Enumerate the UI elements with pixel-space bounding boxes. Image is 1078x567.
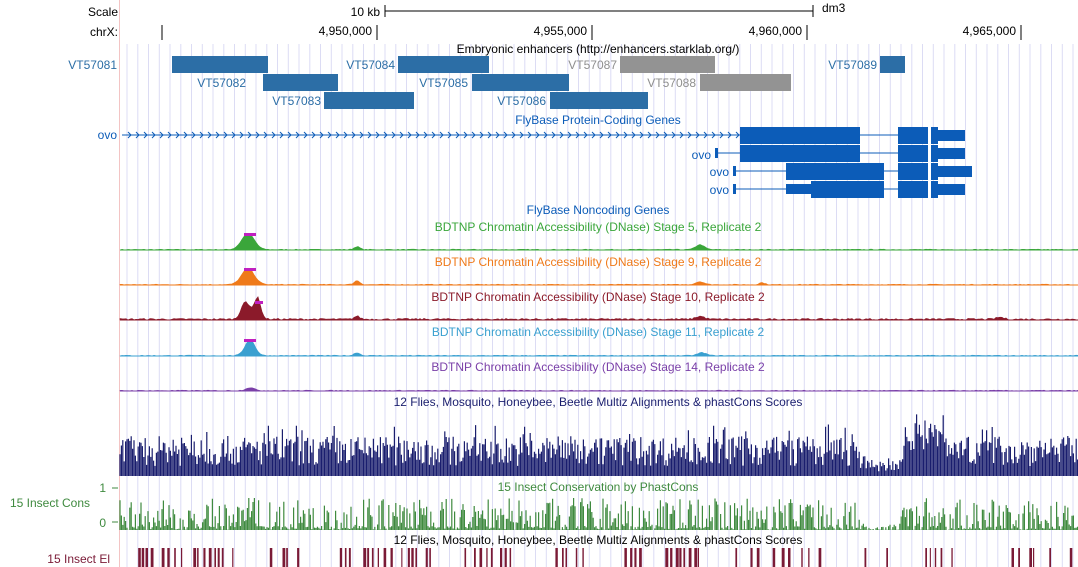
gene-label-ovo-1[interactable]: ovo bbox=[98, 128, 118, 142]
genes-track-title[interactable]: FlyBase Protein-Coding Genes bbox=[515, 113, 680, 127]
assembly-label: dm3 bbox=[822, 1, 846, 15]
gene-label-ovo-4[interactable]: ovo bbox=[710, 183, 730, 197]
ruler-coord-3: 4,960,000 bbox=[749, 24, 803, 38]
conservation-signal[interactable] bbox=[119, 498, 1078, 530]
multiz-signal[interactable] bbox=[119, 414, 1078, 476]
gene-model-ovo-2[interactable] bbox=[715, 145, 965, 162]
scale-label: Scale bbox=[88, 5, 118, 19]
enhancer-label-vt57086[interactable]: VT57086 bbox=[497, 94, 546, 108]
conservation-ymax: 1 bbox=[99, 481, 106, 495]
enhancer-features[interactable] bbox=[172, 56, 905, 109]
ruler-coord-1: 4,950,000 bbox=[319, 24, 373, 38]
enhancer-block-vt57089[interactable] bbox=[880, 56, 905, 73]
noncoding-track-title[interactable]: FlyBase Noncoding Genes bbox=[527, 203, 670, 217]
elements-track-title[interactable]: 12 Flies, Mosquito, Honeybee, Beetle Mul… bbox=[394, 533, 803, 547]
dnase-stage14-signal[interactable] bbox=[119, 387, 1078, 392]
dnase-stage11-signal[interactable] bbox=[119, 339, 1078, 357]
enhancer-label-vt57081[interactable]: VT57081 bbox=[68, 58, 117, 72]
ruler-ticks bbox=[161, 25, 1022, 40]
dnase-stage10-signal[interactable] bbox=[119, 296, 1078, 321]
ruler-coord-4: 4,965,000 bbox=[963, 24, 1017, 38]
conservation-side-label[interactable]: 15 Insect Cons bbox=[10, 496, 90, 510]
enhancer-block-vt57087[interactable] bbox=[620, 56, 715, 73]
enhancer-label-vt57084[interactable]: VT57084 bbox=[346, 58, 395, 72]
conserved-elements[interactable] bbox=[138, 548, 1073, 567]
dnase-stage9-signal[interactable] bbox=[119, 267, 1078, 286]
enhancer-label-vt57087[interactable]: VT57087 bbox=[568, 58, 617, 72]
scalebar bbox=[384, 5, 814, 17]
enhancer-block-vt57083[interactable] bbox=[324, 92, 414, 109]
elements-side-label[interactable]: 15 Insect El bbox=[47, 552, 110, 566]
dnase-stage5-title[interactable]: BDTNP Chromatin Accessibility (DNase) St… bbox=[435, 220, 762, 234]
enhancer-label-vt57088[interactable]: VT57088 bbox=[647, 76, 696, 90]
dnase-stage11-title[interactable]: BDTNP Chromatin Accessibility (DNase) St… bbox=[432, 325, 765, 339]
gene-model-ovo-1[interactable] bbox=[122, 127, 965, 144]
enhancer-block-vt57085[interactable] bbox=[472, 74, 569, 91]
conservation-ymin: 0 bbox=[99, 516, 106, 530]
dnase-stage9-title[interactable]: BDTNP Chromatin Accessibility (DNase) St… bbox=[435, 255, 762, 269]
chrom-label: chrX: bbox=[90, 25, 118, 39]
gene-label-ovo-2[interactable]: ovo bbox=[692, 148, 712, 162]
enhancer-block-vt57084[interactable] bbox=[398, 56, 489, 73]
gene-label-ovo-3[interactable]: ovo bbox=[710, 165, 730, 179]
enhancer-label-vt57089[interactable]: VT57089 bbox=[828, 58, 877, 72]
dnase-stage14-title[interactable]: BDTNP Chromatin Accessibility (DNase) St… bbox=[431, 360, 765, 374]
gene-model-ovo-3[interactable] bbox=[733, 163, 972, 180]
multiz-track-title[interactable]: 12 Flies, Mosquito, Honeybee, Beetle Mul… bbox=[394, 395, 803, 409]
dnase-stage5-signal[interactable] bbox=[119, 232, 1078, 251]
dnase-stage10-title[interactable]: BDTNP Chromatin Accessibility (DNase) St… bbox=[431, 290, 765, 304]
gene-model-ovo-4[interactable] bbox=[733, 181, 965, 198]
enhancers-track-title[interactable]: Embryonic enhancers (http://enhancers.st… bbox=[457, 42, 740, 56]
enhancer-label-vt57085[interactable]: VT57085 bbox=[419, 76, 468, 90]
conservation-track-title[interactable]: 15 Insect Conservation by PhastCons bbox=[498, 480, 699, 494]
enhancer-block-vt57081[interactable] bbox=[172, 56, 268, 73]
scalebar-text: 10 kb bbox=[351, 5, 381, 19]
enhancer-label-vt57082[interactable]: VT57082 bbox=[197, 76, 246, 90]
enhancer-block-vt57086[interactable] bbox=[550, 92, 648, 109]
enhancer-block-vt57082[interactable] bbox=[263, 74, 338, 91]
enhancer-block-vt57088[interactable] bbox=[700, 74, 791, 91]
enhancer-label-vt57083[interactable]: VT57083 bbox=[272, 94, 321, 108]
ruler-coord-2: 4,955,000 bbox=[534, 24, 588, 38]
